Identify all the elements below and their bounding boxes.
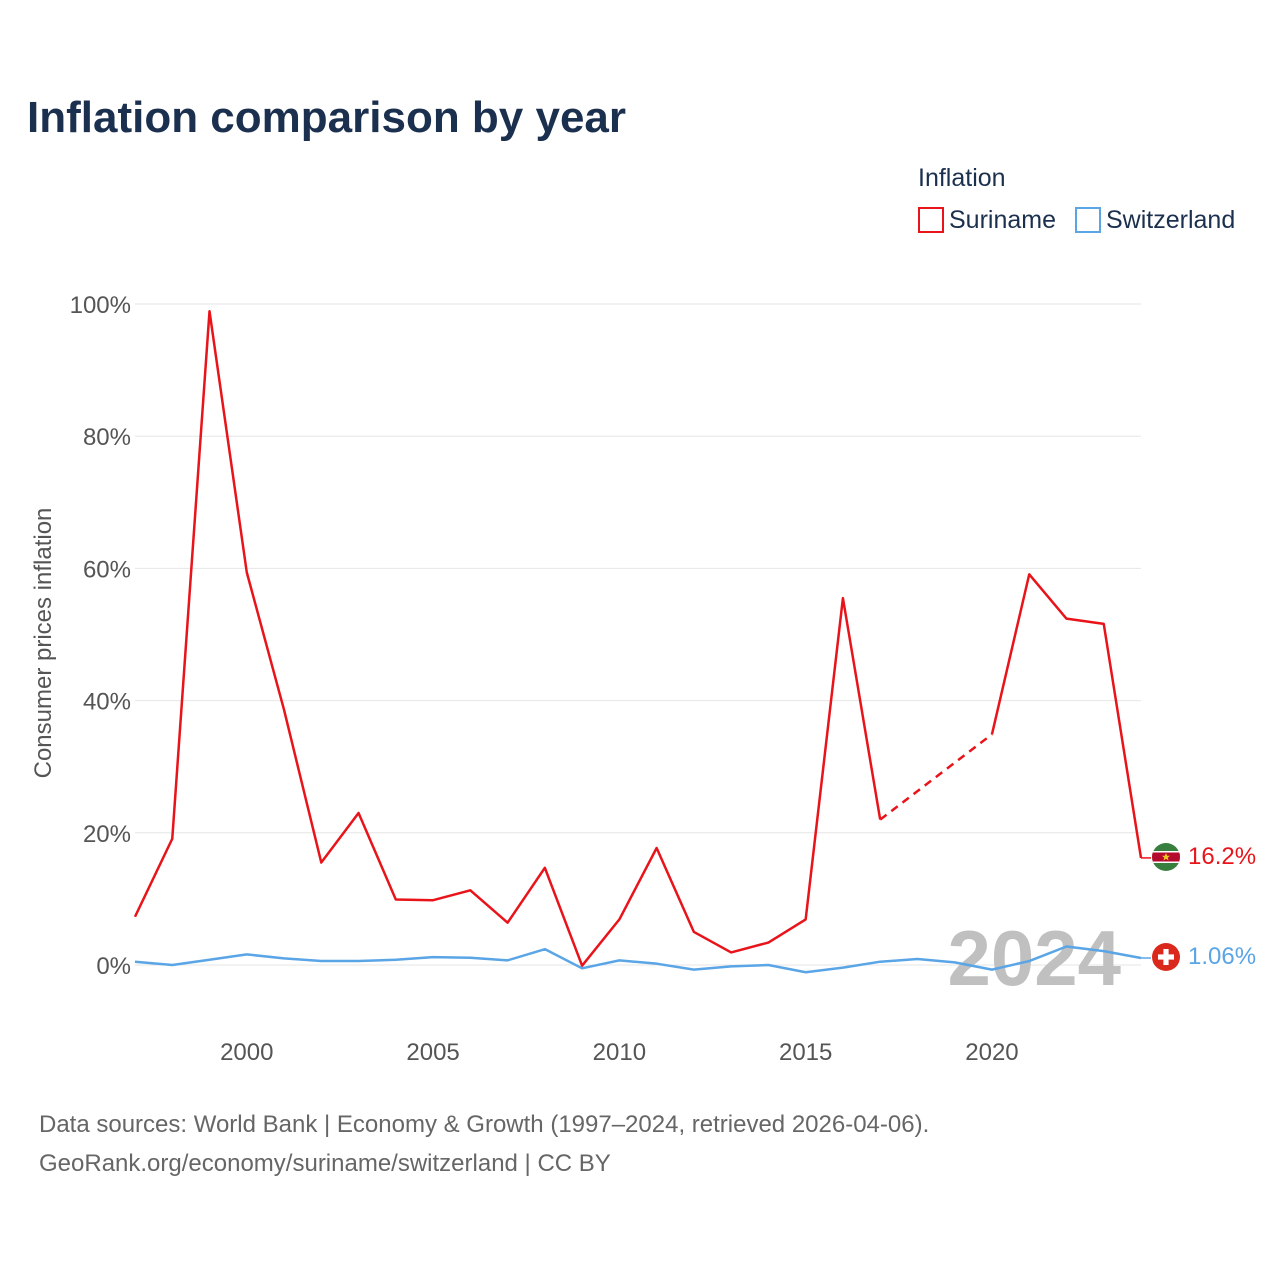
gridlines [135, 303, 1141, 966]
legend-item-suriname[interactable]: Suriname [918, 206, 1056, 234]
series-dashed-segment [879, 733, 993, 821]
y-tick-label: 80% [83, 424, 131, 451]
series-suriname [133, 310, 1151, 967]
legend-label-switzerland: Switzerland [1106, 206, 1235, 234]
y-tick-label: 20% [83, 821, 131, 848]
y-axis-ticks: 0% 20% 40% 60% 80% 100% [70, 292, 131, 980]
x-tick-label: 2015 [779, 1039, 832, 1066]
y-axis-label: Consumer prices inflation [30, 508, 57, 779]
series-lines [133, 310, 1151, 974]
y-tick-label: 40% [83, 689, 131, 716]
legend-item-switzerland[interactable]: Switzerland [1075, 206, 1235, 234]
series-line-segment [134, 945, 1142, 974]
suriname-end-label: 16.2% [1188, 843, 1256, 870]
legend: Inflation Suriname Switzerland [918, 164, 1235, 234]
switzerland-end-label: 1.06% [1188, 943, 1256, 970]
legend-swatch-switzerland [1075, 207, 1101, 233]
legend-title: Inflation [918, 164, 1006, 192]
x-tick-label: 2010 [593, 1039, 646, 1066]
x-tick-label: 2020 [965, 1039, 1018, 1066]
series-switzerland [134, 945, 1151, 974]
x-tick-label: 2000 [220, 1039, 273, 1066]
source-line-2[interactable]: GeoRank.org/economy/suriname/switzerland… [39, 1150, 611, 1177]
series-end-markers: 16.2% 1.06% [1152, 843, 1256, 971]
x-tick-label: 2005 [406, 1039, 459, 1066]
x-axis-ticks: 2000 2005 2010 2015 2020 [220, 1039, 1019, 1066]
series-line-segment [133, 310, 882, 967]
legend-swatch-suriname [918, 207, 944, 233]
switzerland-flag-icon [1152, 943, 1180, 971]
y-tick-label: 0% [96, 953, 131, 980]
y-tick-label: 60% [83, 556, 131, 583]
series-line-segment [990, 573, 1143, 859]
y-tick-label: 100% [70, 292, 131, 319]
source-line-1: Data sources: World Bank | Economy & Gro… [39, 1111, 929, 1138]
suriname-flag-icon [1152, 843, 1180, 871]
legend-label-suriname: Suriname [949, 206, 1056, 234]
chart-title: Inflation comparison by year [27, 93, 626, 142]
